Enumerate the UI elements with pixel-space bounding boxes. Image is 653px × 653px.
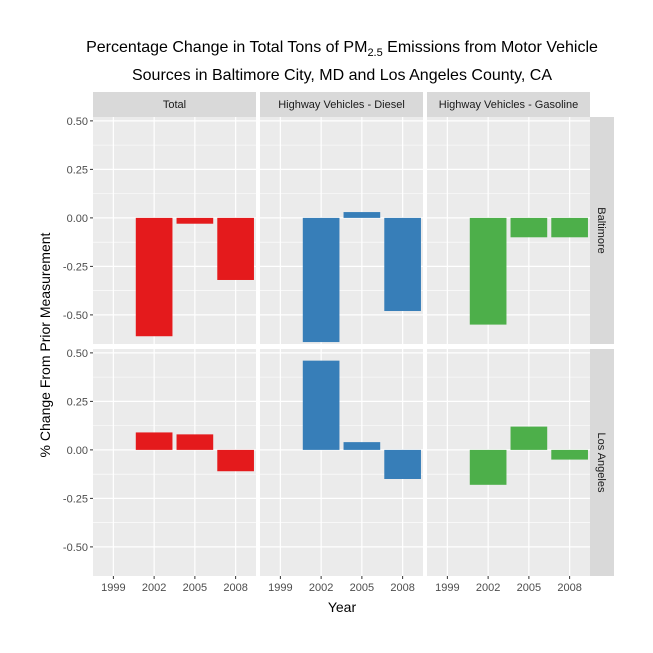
y-tick-label: -0.50 bbox=[63, 310, 88, 322]
bar-los-angeles-highway-vehicles-gasoline-2005 bbox=[510, 426, 548, 450]
bar-los-angeles-highway-vehicles-gasoline-2002 bbox=[469, 449, 507, 485]
facet-label-highway-vehicles-gasoline: Highway Vehicles - Gasoline bbox=[439, 99, 578, 111]
bar-los-angeles-highway-vehicles-gasoline-2008 bbox=[551, 449, 588, 460]
panel-baltimore-total bbox=[93, 117, 256, 344]
panel-background bbox=[427, 349, 590, 576]
x-tick-label-2002: 2002 bbox=[476, 582, 500, 594]
bar-baltimore-total-2008 bbox=[217, 217, 254, 280]
x-tick-label-1999: 1999 bbox=[268, 582, 292, 594]
x-tick-label-2005: 2005 bbox=[183, 582, 207, 594]
bar-los-angeles-total-2002 bbox=[135, 432, 173, 450]
bar-baltimore-highway-vehicles-diesel-2005 bbox=[343, 212, 381, 218]
y-tick-label: -0.25 bbox=[63, 261, 88, 273]
facet-label-los-angeles: Los Angeles bbox=[595, 433, 607, 493]
facet-strip-los-angeles bbox=[590, 349, 614, 576]
bar-baltimore-highway-vehicles-gasoline-2008 bbox=[551, 217, 588, 238]
facet-strip-baltimore bbox=[590, 117, 614, 344]
x-tick-label-1999: 1999 bbox=[101, 582, 125, 594]
bar-baltimore-total-2005 bbox=[176, 217, 214, 224]
x-tick-label-2002: 2002 bbox=[142, 582, 166, 594]
bar-los-angeles-total-2005 bbox=[176, 434, 214, 450]
y-tick-label: -0.50 bbox=[63, 542, 88, 554]
bar-baltimore-highway-vehicles-gasoline-2002 bbox=[469, 217, 507, 325]
y-tick-label: 0.50 bbox=[67, 116, 88, 128]
facet-label-baltimore: Baltimore bbox=[595, 207, 607, 253]
panel-baltimore-highway-vehicles-diesel bbox=[260, 117, 423, 344]
y-axis-title: % Change From Prior Measurement bbox=[37, 232, 53, 457]
facet-label-total: Total bbox=[163, 99, 186, 111]
x-axis-title: Year bbox=[328, 599, 357, 615]
bar-los-angeles-highway-vehicles-diesel-2008 bbox=[384, 449, 421, 479]
y-tick-label: 0.25 bbox=[67, 164, 88, 176]
panel-los-angeles-highway-vehicles-gasoline bbox=[427, 349, 590, 576]
panel-baltimore-highway-vehicles-gasoline bbox=[427, 117, 590, 344]
bar-los-angeles-highway-vehicles-diesel-2002 bbox=[302, 360, 340, 450]
x-tick-label-2002: 2002 bbox=[309, 582, 333, 594]
facet-label-highway-vehicles-diesel: Highway Vehicles - Diesel bbox=[278, 99, 405, 111]
facet-strip-highway-vehicles-diesel bbox=[260, 92, 423, 117]
y-tick-label: 0.00 bbox=[67, 445, 88, 457]
x-tick-label-2008: 2008 bbox=[390, 582, 414, 594]
bar-baltimore-highway-vehicles-gasoline-2005 bbox=[510, 217, 548, 238]
x-tick-label-2008: 2008 bbox=[223, 582, 247, 594]
facet-strip-highway-vehicles-gasoline bbox=[427, 92, 590, 117]
x-tick-label-1999: 1999 bbox=[435, 582, 459, 594]
plot-area: Total Highway Vehicles - Diesel Highway Ve… bbox=[63, 92, 614, 594]
x-tick-label-2008: 2008 bbox=[557, 582, 581, 594]
x-tick-label-2005: 2005 bbox=[517, 582, 541, 594]
chart-title-line1: Percentage Change in Total Tons of PM2.5… bbox=[86, 39, 598, 59]
x-tick-label-2005: 2005 bbox=[350, 582, 374, 594]
bar-baltimore-highway-vehicles-diesel-2002 bbox=[302, 217, 340, 343]
bar-baltimore-highway-vehicles-diesel-2008 bbox=[384, 217, 421, 312]
bar-baltimore-total-2002 bbox=[135, 217, 173, 337]
y-tick-label: 0.50 bbox=[67, 348, 88, 360]
panel-los-angeles-highway-vehicles-diesel bbox=[260, 349, 423, 576]
y-tick-label: 0.00 bbox=[67, 213, 88, 225]
bar-los-angeles-highway-vehicles-diesel-2005 bbox=[343, 442, 381, 450]
panel-los-angeles-total bbox=[93, 349, 256, 576]
chart-title-line2: Sources in Baltimore City, MD and Los An… bbox=[132, 67, 552, 84]
bar-los-angeles-total-2008 bbox=[217, 449, 254, 472]
facet-strip-total bbox=[93, 92, 256, 117]
y-tick-label: 0.25 bbox=[67, 396, 88, 408]
y-tick-label: -0.25 bbox=[63, 493, 88, 505]
